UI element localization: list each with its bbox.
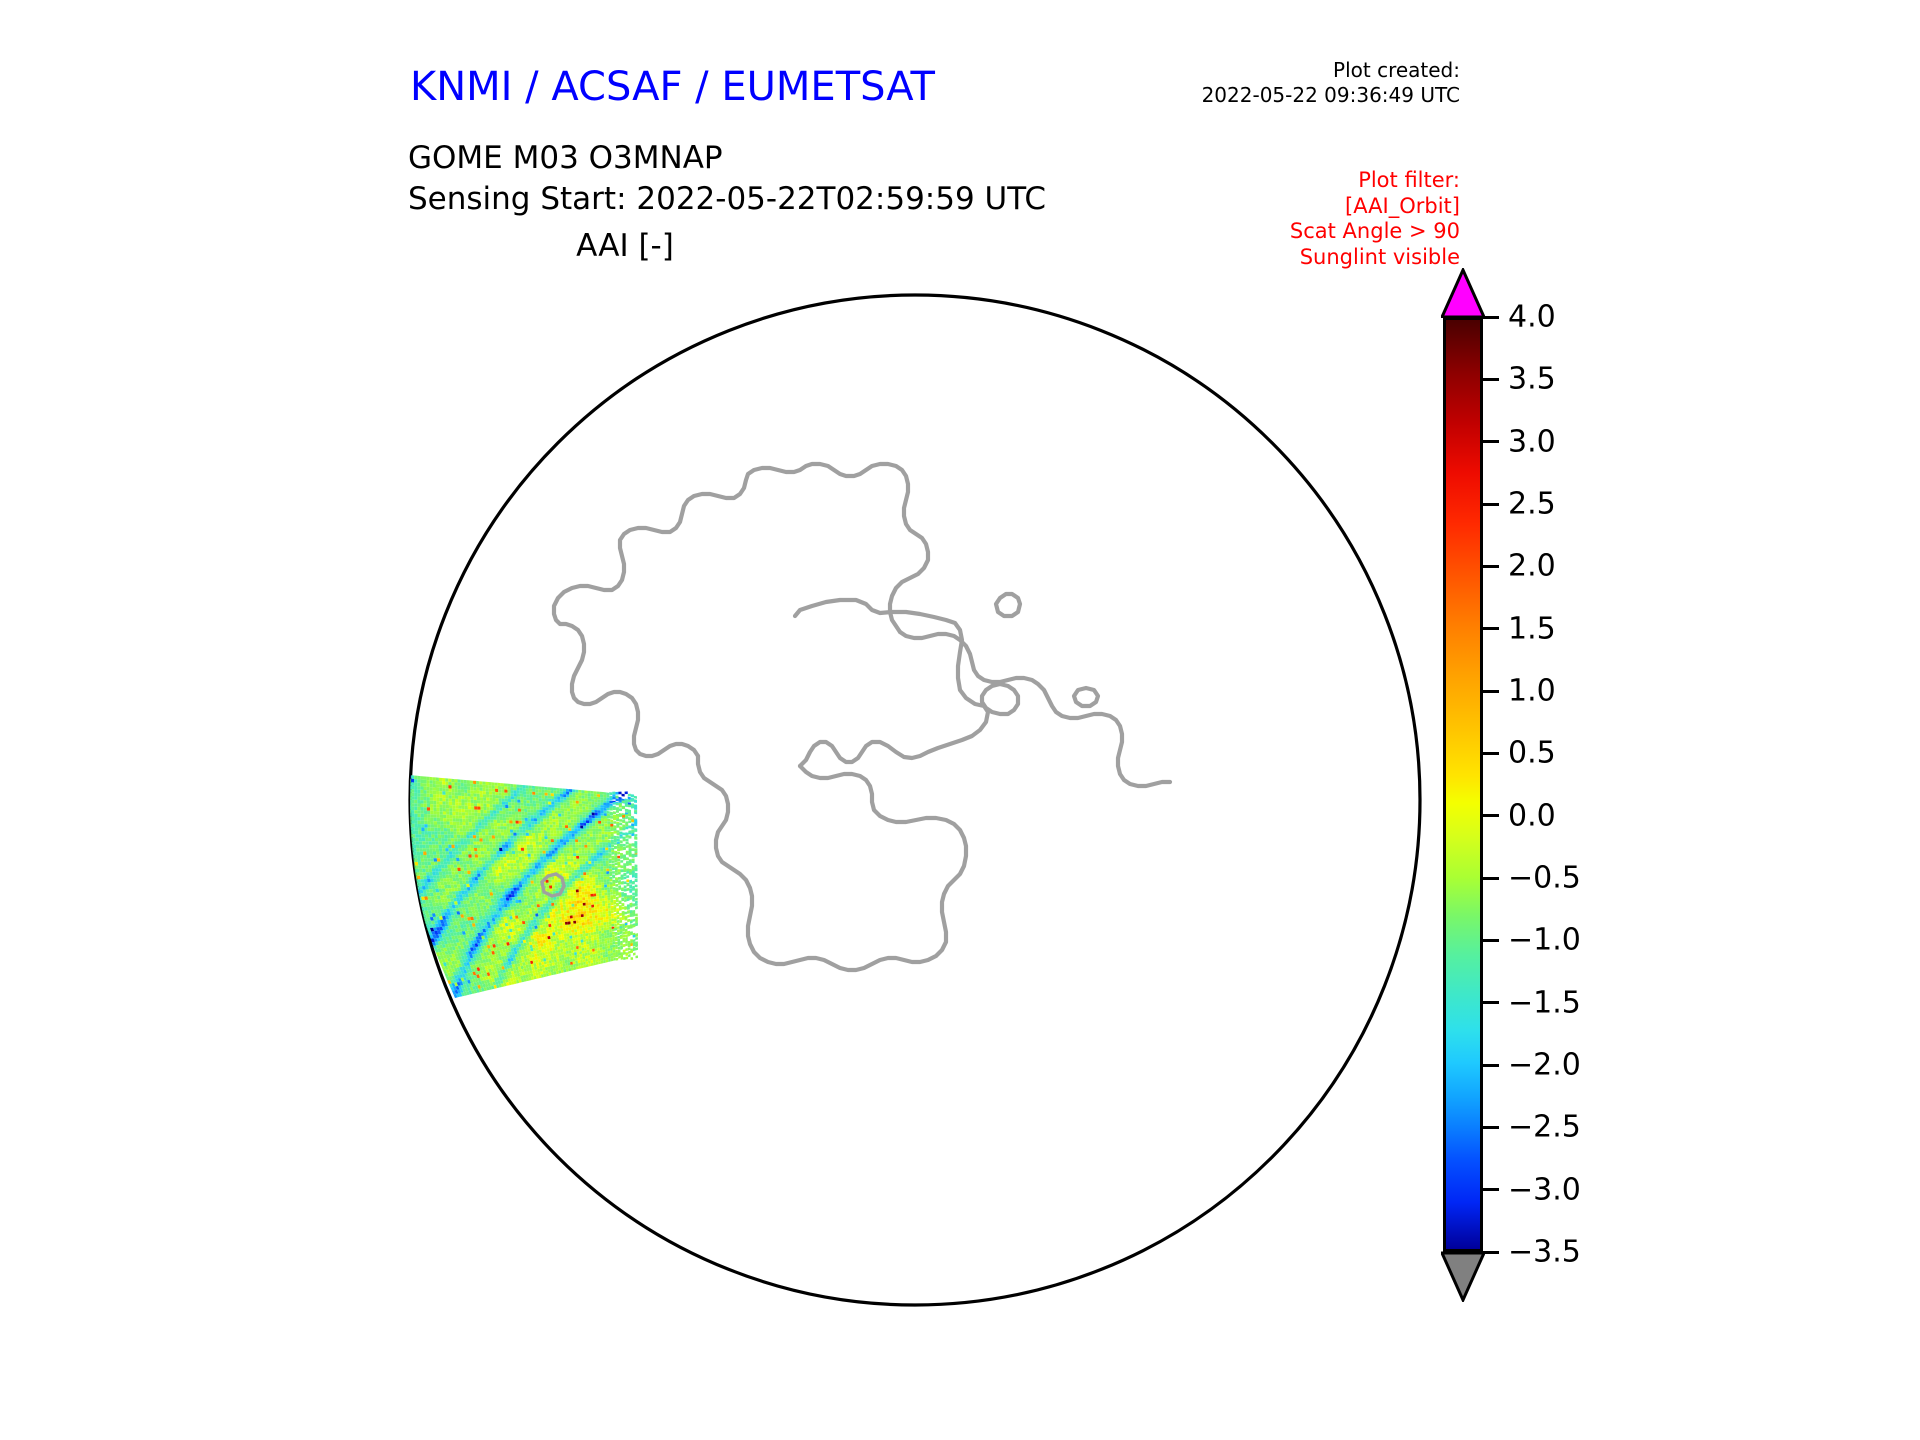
colorbar-tick bbox=[1483, 814, 1499, 818]
colorbar-tick bbox=[1483, 315, 1499, 319]
colorbar-under-arrow-outline bbox=[1441, 1251, 1485, 1302]
colorbar-tick-label: −1.0 bbox=[1508, 922, 1581, 958]
instrument-title: GOME M03 O3MNAP bbox=[408, 140, 723, 176]
title-block: GOME M03 O3MNAP Sensing Start: 2022-05-2… bbox=[408, 138, 1046, 220]
colorbar-tick bbox=[1483, 751, 1499, 755]
colorbar-tick bbox=[1483, 1250, 1499, 1254]
colorbar-tick-label: −2.5 bbox=[1508, 1109, 1581, 1145]
colorbar-over-arrow-outline bbox=[1441, 268, 1485, 318]
colorbar-over-arrow bbox=[1443, 270, 1483, 317]
colorbar-tick-label: 2.5 bbox=[1508, 486, 1556, 522]
colorbar-tick bbox=[1483, 689, 1499, 693]
map-area bbox=[408, 293, 1422, 1307]
colorbar-tick-label: −3.0 bbox=[1508, 1172, 1581, 1208]
agency-header: KNMI / ACSAF / EUMETSAT bbox=[410, 64, 935, 110]
colorbar-tick-label: 3.0 bbox=[1508, 424, 1556, 460]
colorbar-tick-label: −1.5 bbox=[1508, 985, 1581, 1021]
colorbar-tick bbox=[1483, 627, 1499, 631]
colorbar-tick bbox=[1483, 1188, 1499, 1192]
colorbar-tick-label: 3.5 bbox=[1508, 361, 1556, 397]
colorbar-tick-label: 1.5 bbox=[1508, 611, 1556, 647]
colorbar-tick-label: 0.5 bbox=[1508, 735, 1556, 771]
filter-line-1: Plot filter: bbox=[1358, 168, 1460, 192]
colorbar-tick-label: −0.5 bbox=[1508, 860, 1581, 896]
plot-created-block: Plot created: 2022-05-22 09:36:49 UTC bbox=[1202, 58, 1460, 108]
filter-line-2: [AAI_Orbit] bbox=[1345, 193, 1460, 218]
swath-island-outline bbox=[540, 872, 566, 898]
aai-swath-data bbox=[410, 775, 638, 998]
colorbar-tick bbox=[1483, 502, 1499, 506]
colorbar-tick bbox=[1483, 1063, 1499, 1067]
globe-svg bbox=[408, 293, 1422, 1307]
filter-line-3: Scat Angle > 90 bbox=[1289, 219, 1460, 243]
colorbar-under-arrow bbox=[1443, 1252, 1483, 1299]
colorbar-tick-label: 0.0 bbox=[1508, 798, 1556, 834]
colorbar: 4.0 3.5 3.0 2.5 2.0 1.5 1.0 0.5 0.0 −0.5 −1.0 −1.5 −… bbox=[1420, 268, 1840, 1302]
colorbar-tick-label: −2.0 bbox=[1508, 1047, 1581, 1083]
colorbar-tick bbox=[1483, 377, 1499, 381]
plot-created-label: Plot created: bbox=[1333, 58, 1460, 82]
sensing-start-title: Sensing Start: 2022-05-22T02:59:59 UTC bbox=[408, 181, 1046, 217]
filter-line-4: Sunglint visible bbox=[1299, 244, 1460, 269]
colorbar-tick bbox=[1483, 876, 1499, 880]
colorbar-tick bbox=[1483, 938, 1499, 942]
colorbar-tick bbox=[1483, 440, 1499, 444]
plot-created-timestamp: 2022-05-22 09:36:49 UTC bbox=[1201, 83, 1460, 107]
colorbar-tick bbox=[1483, 564, 1499, 568]
plot-filter-block: Plot filter: [AAI_Orbit] Scat Angle > 90… bbox=[1290, 168, 1460, 270]
quantity-title: AAI [-] bbox=[576, 228, 674, 264]
colorbar-tick-label: 4.0 bbox=[1508, 299, 1556, 335]
antarctica-coastline bbox=[551, 461, 1173, 973]
colorbar-tick-label: 2.0 bbox=[1508, 548, 1556, 584]
colorbar-gradient bbox=[1443, 317, 1483, 1252]
colorbar-tick-label: 1.0 bbox=[1508, 673, 1556, 709]
colorbar-tick bbox=[1483, 1001, 1499, 1005]
colorbar-tick-label: −3.5 bbox=[1508, 1234, 1581, 1270]
colorbar-tick bbox=[1483, 1125, 1499, 1129]
